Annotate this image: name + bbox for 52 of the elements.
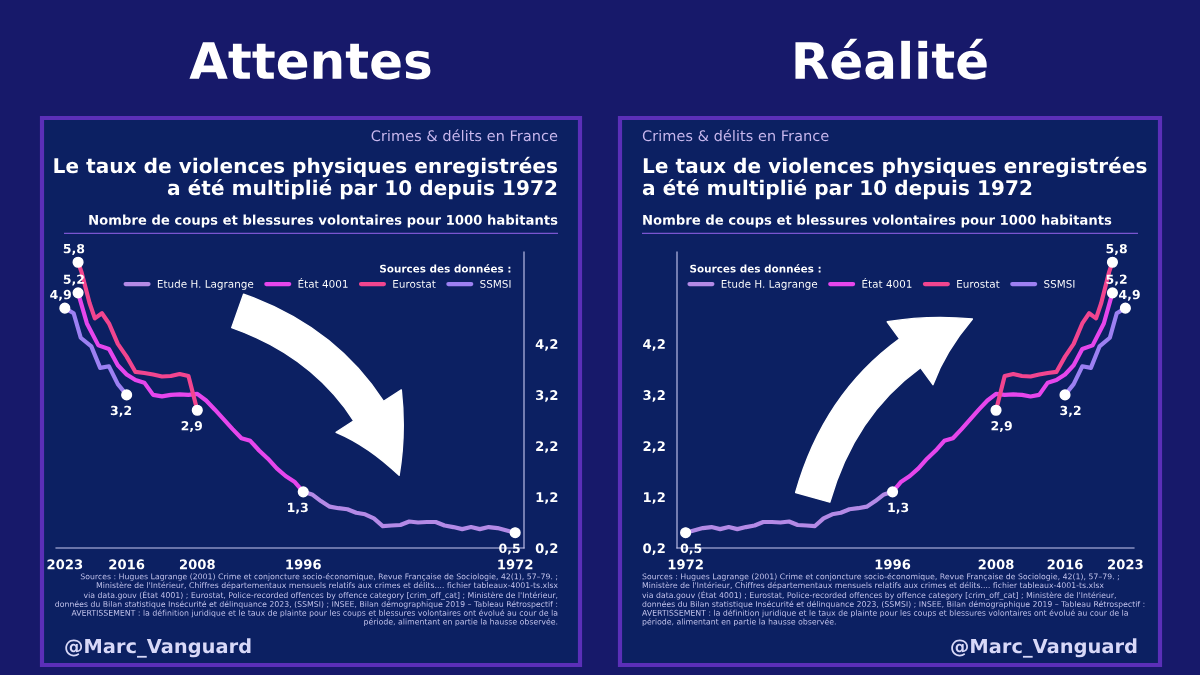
x-tick-label: 1972 <box>498 559 533 570</box>
annotation: 5,8 <box>63 243 85 255</box>
chart-subtitle: Crimes & délits en France <box>371 129 558 142</box>
chart-subtitle: Crimes & délits en France <box>642 129 829 142</box>
y-tick-label: 1,2 <box>644 492 665 504</box>
text: Le taux de violences physiques enregistrées a été multiplié par 10 depuis 1972 <box>642 156 1147 200</box>
x-tick-label: 1972 <box>668 559 703 570</box>
text: @Marc_Vanguard <box>951 638 1137 658</box>
y-tick-label: 1,2 <box>536 492 558 504</box>
annotation: 5,8 <box>1106 243 1127 255</box>
x-tick-label: 2016 <box>1047 559 1083 570</box>
y-tick-label: 4,2 <box>643 339 665 351</box>
y-tick-label: 2,2 <box>643 441 665 453</box>
x-tick-label: 1996 <box>286 559 321 570</box>
annotation: 3,2 <box>110 405 132 417</box>
y-tick-label: 3,2 <box>643 390 665 402</box>
legend-label: Etude H. Lagrange <box>157 279 254 290</box>
legend-label: Eurostat <box>957 280 1000 288</box>
legend-label: SSMSI <box>1044 279 1075 288</box>
x-tick-label: 2023 <box>1108 559 1143 570</box>
legend-title: Sources des données : <box>690 264 821 273</box>
annotation: 4,9 <box>50 289 71 301</box>
x-tick-label: 2016 <box>109 559 145 570</box>
legend-title: Sources des données : <box>380 264 511 273</box>
annotation: 4,9 <box>1119 289 1140 301</box>
legend-label: État 4001 <box>862 278 912 288</box>
x-tick-label: 1996 <box>875 559 911 570</box>
annotation: 3,2 <box>1060 405 1081 417</box>
y-tick-label: 2,2 <box>536 441 558 453</box>
x-tick-label: 2008 <box>179 559 215 570</box>
x-tick-label: 2023 <box>47 559 83 570</box>
x-tick-label: 2008 <box>978 559 1014 570</box>
text: @Marc_Vanguard <box>65 638 251 658</box>
legend-label: Eurostat <box>393 280 436 288</box>
chart-title: Attentes <box>189 42 431 80</box>
annotation: 1,3 <box>888 502 909 514</box>
y-axis-title: Nombre de coups et blessures volontaires pour 1000 habitants <box>643 214 1112 228</box>
annotation: 0,5 <box>499 543 520 555</box>
legend-label: Etude H. Lagrange <box>721 279 818 290</box>
y-tick-label: 0,2 <box>643 543 665 555</box>
annotation: 0,5 <box>680 543 702 555</box>
annotation: 2,9 <box>991 421 1012 433</box>
annotation: 1,3 <box>288 502 308 514</box>
y-tick-label: 0,2 <box>535 543 558 555</box>
text: Le taux de violences physiques enregistrées a été multiplié par 10 depuis 1972 <box>54 156 558 200</box>
legend-label: SSMSI <box>480 279 511 288</box>
legend-label: État 4001 <box>298 278 348 288</box>
chart-title: Réalité <box>795 38 987 80</box>
y-axis-title: Nombre de coups et blessures volontaires pour 1000 habitants <box>89 214 558 228</box>
y-tick-label: 3,2 <box>535 390 558 402</box>
y-tick-label: 4,2 <box>535 339 558 351</box>
annotation: 2,9 <box>181 421 202 433</box>
